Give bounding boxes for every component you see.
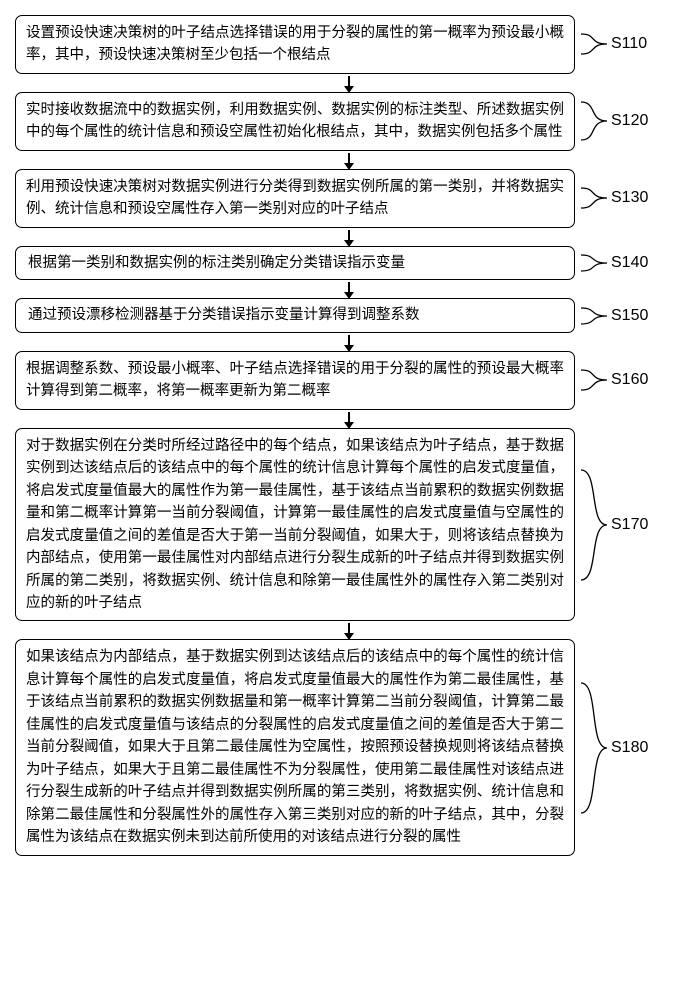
connector-curve	[579, 360, 609, 400]
step-box-S140: 根据第一类别和数据实例的标注类别确定分类错误指示变量	[15, 246, 575, 280]
step-row: 根据调整系数、预设最小概率、叶子结点选择错误的用于分裂的属性的预设最大概率计算得…	[15, 351, 683, 410]
connector-curve	[579, 24, 609, 64]
step-row: 如果该结点为内部结点，基于数据实例到达该结点后的该结点中的每个属性的统计信息计算…	[15, 639, 683, 855]
step-row: 实时接收数据流中的数据实例，利用数据实例、数据实例的标注类型、所述数据实例中的每…	[15, 92, 683, 151]
step-label-col: S130	[579, 178, 648, 218]
step-label-col: S140	[579, 250, 648, 276]
arrow	[69, 333, 629, 351]
step-row: 通过预设漂移检测器基于分类错误指示变量计算得到调整系数 S150	[15, 298, 683, 332]
arrow	[69, 74, 629, 92]
step-label-col: S120	[579, 92, 648, 150]
connector-curve	[579, 658, 609, 838]
step-label-col: S160	[579, 360, 648, 400]
flowchart: 设置预设快速决策树的叶子结点选择错误的用于分裂的属性的第一概率为预设最小概率，其…	[15, 15, 683, 856]
connector-curve	[579, 250, 609, 276]
arrow	[69, 410, 629, 428]
step-row: 根据第一类别和数据实例的标注类别确定分类错误指示变量 S140	[15, 246, 683, 280]
step-label: S140	[611, 254, 648, 272]
step-label: S130	[611, 189, 648, 207]
step-box-S170: 对于数据实例在分类时所经过路径中的每个结点，如果该结点为叶子结点，基于数据实例到…	[15, 428, 575, 622]
step-label-col: S170	[579, 450, 648, 600]
connector-curve	[579, 303, 609, 329]
step-label: S120	[611, 112, 648, 130]
step-label: S150	[611, 307, 648, 325]
step-box-S130: 利用预设快速决策树对数据实例进行分类得到数据实例所属的第一类别，并将数据实例、统…	[15, 169, 575, 228]
step-label: S110	[611, 35, 647, 53]
connector-curve	[579, 450, 609, 600]
step-label: S180	[611, 739, 648, 757]
arrow	[69, 151, 629, 169]
step-box-S150: 通过预设漂移检测器基于分类错误指示变量计算得到调整系数	[15, 298, 575, 332]
step-label-col: S150	[579, 303, 648, 329]
step-label: S160	[611, 371, 648, 389]
step-box-S110: 设置预设快速决策树的叶子结点选择错误的用于分裂的属性的第一概率为预设最小概率，其…	[15, 15, 575, 74]
step-box-S160: 根据调整系数、预设最小概率、叶子结点选择错误的用于分裂的属性的预设最大概率计算得…	[15, 351, 575, 410]
step-box-S120: 实时接收数据流中的数据实例，利用数据实例、数据实例的标注类型、所述数据实例中的每…	[15, 92, 575, 151]
step-row: 设置预设快速决策树的叶子结点选择错误的用于分裂的属性的第一概率为预设最小概率，其…	[15, 15, 683, 74]
connector-curve	[579, 178, 609, 218]
step-row: 对于数据实例在分类时所经过路径中的每个结点，如果该结点为叶子结点，基于数据实例到…	[15, 428, 683, 622]
arrow	[69, 280, 629, 298]
step-label-col: S110	[579, 24, 647, 64]
step-box-S180: 如果该结点为内部结点，基于数据实例到达该结点后的该结点中的每个属性的统计信息计算…	[15, 639, 575, 855]
arrow	[69, 621, 629, 639]
step-label-col: S180	[579, 658, 648, 838]
step-row: 利用预设快速决策树对数据实例进行分类得到数据实例所属的第一类别，并将数据实例、统…	[15, 169, 683, 228]
step-label: S170	[611, 516, 648, 534]
arrow	[69, 228, 629, 246]
connector-curve	[579, 92, 609, 150]
